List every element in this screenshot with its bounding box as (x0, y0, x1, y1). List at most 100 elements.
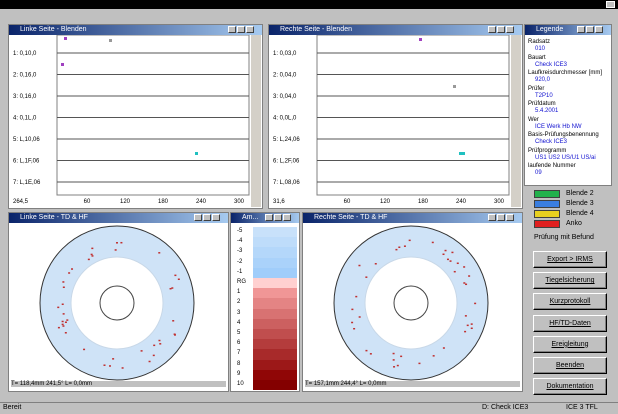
scale-band (253, 267, 297, 278)
title-button[interactable] (506, 26, 514, 33)
finding-label: Prüfung mit Befund (534, 234, 594, 241)
scale-label: 1 (237, 289, 241, 296)
swatch (534, 210, 560, 218)
close-button[interactable] (606, 1, 615, 8)
legend-value: 010 (535, 46, 546, 52)
button[interactable]: Export > IRMS (533, 251, 607, 268)
top-bar (0, 0, 618, 9)
title-button[interactable] (194, 214, 202, 221)
row-label: 3: 0,16,0 (13, 94, 37, 100)
scale-label: 9 (237, 370, 241, 377)
swatch-label: Blende 3 (566, 200, 594, 207)
button[interactable]: Dokumentation (533, 378, 607, 396)
button[interactable]: Ereigleitung (533, 335, 607, 353)
legend-value: 920,0 (535, 77, 551, 83)
legend-value: US1 US2 US/U1 US/ai (535, 154, 596, 161)
title-button[interactable] (228, 26, 236, 33)
scale-band (253, 349, 297, 360)
indication (64, 37, 67, 40)
title-button[interactable] (506, 214, 514, 221)
indication (109, 39, 112, 42)
window: Rechte Seite - Blenden 1: 0,03,0 2: 0,04,0… (268, 24, 523, 209)
scale-label: 7 (237, 350, 241, 357)
legend-key: Radsatz (528, 39, 551, 45)
indication (351, 308, 354, 311)
title-button[interactable] (246, 26, 254, 33)
indication (419, 38, 422, 41)
indication (446, 258, 449, 261)
legend-key: Laufkreisdurchmesser [mm] (528, 70, 603, 76)
indication (444, 249, 447, 252)
indication (369, 353, 372, 355)
title-button[interactable] (488, 214, 496, 221)
title-button[interactable] (577, 26, 585, 33)
legend-value: ICE Werk Hb NW (535, 123, 582, 130)
title-button[interactable] (595, 26, 603, 33)
row-label: 5: L,10,06 (13, 137, 40, 143)
legend-key: Prüfer (528, 85, 545, 92)
indication (62, 286, 65, 289)
indication (464, 330, 467, 333)
legend-value: Check ICE3 (535, 61, 568, 68)
title-button[interactable] (497, 26, 505, 33)
indication (408, 239, 411, 242)
indication (358, 264, 361, 267)
title-button[interactable] (283, 214, 291, 221)
status-bar (0, 402, 618, 414)
indication (195, 152, 198, 155)
row-label: 2: 0,04,0 (273, 73, 297, 79)
button[interactable]: Kurzprotokoll (533, 293, 607, 311)
title-button[interactable] (265, 214, 273, 221)
scale-band (253, 288, 297, 299)
title-bar: Rechte Seite - TD & HF (303, 213, 522, 223)
title-button[interactable] (212, 214, 220, 221)
scrollbar (511, 35, 521, 207)
legend-key: Basis-Prüfungsbenennung (528, 132, 599, 138)
indication (66, 319, 69, 321)
title-button[interactable] (237, 26, 245, 33)
indication (64, 321, 67, 324)
row-label: 1: 0,10,0 (13, 51, 37, 57)
status-right2: ICE 3 TFL (566, 404, 598, 411)
title-bar: Legende (525, 25, 611, 35)
indication (418, 362, 421, 365)
scale-band (253, 298, 297, 309)
scale-label: 10 (237, 381, 244, 387)
indication (90, 253, 93, 256)
indication (353, 327, 356, 330)
status-text: T= 157,1mm 244,4° L= 0,0mm (305, 381, 520, 387)
scale-band (253, 227, 297, 238)
indication (463, 282, 466, 284)
indication (365, 349, 368, 352)
indication (358, 316, 361, 318)
title-button[interactable] (488, 26, 496, 33)
plot-area (56, 35, 250, 196)
indication (61, 323, 64, 326)
title-button[interactable] (203, 214, 211, 221)
indication (152, 354, 155, 357)
row-label: 3: 0,04,0 (273, 94, 297, 100)
legend-value: Check ICE3 (535, 139, 568, 145)
title-button[interactable] (274, 214, 282, 221)
scale-label: 8 (237, 360, 241, 367)
title-button[interactable] (586, 26, 594, 33)
indication (103, 364, 106, 366)
indication (68, 272, 71, 274)
button[interactable]: Beenden (533, 357, 607, 374)
indication (64, 332, 67, 334)
swatch (534, 220, 560, 228)
legend-key: Bauart (528, 54, 546, 61)
scale-band (253, 257, 297, 268)
scale-label: -4 (237, 238, 243, 245)
indication (171, 287, 174, 289)
scale-label: 2 (237, 299, 241, 306)
button[interactable]: HF/TD-Daten (533, 314, 607, 332)
indication (61, 63, 64, 66)
button[interactable]: Tiegelsicherung (533, 272, 607, 290)
title-button[interactable] (497, 214, 505, 221)
scrollbar (251, 35, 261, 207)
indication (442, 253, 445, 256)
indication (442, 347, 445, 349)
indication (91, 247, 94, 250)
x-tick-label: 60 (344, 199, 351, 205)
